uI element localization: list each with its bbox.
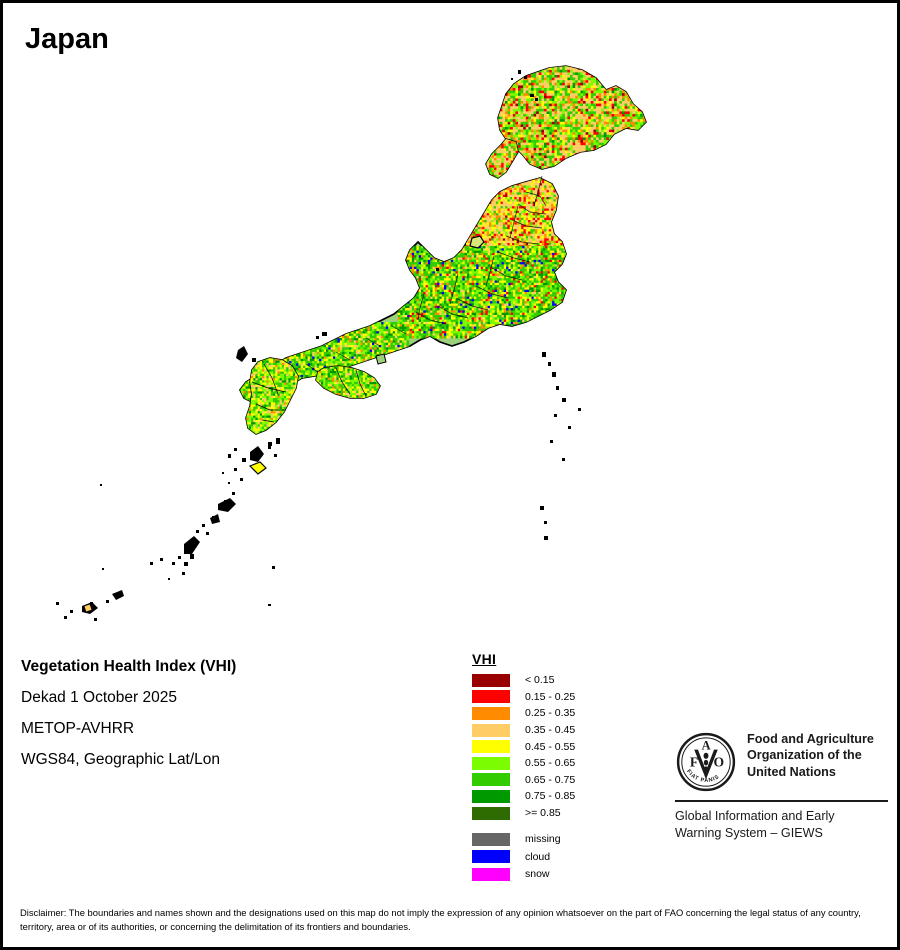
fao-branding-block: F O A FIAT PANIS Food and Agriculture Or… — [675, 731, 890, 841]
small-islands — [56, 70, 581, 621]
legend-label: cloud — [525, 850, 551, 863]
hokkaido-vhi-pixels — [498, 66, 646, 169]
page-title: Japan — [25, 23, 109, 55]
legend-class-list: < 0.15 0.15 - 0.25 0.25 - 0.35 0.35 - 0.45 0… — [472, 672, 632, 821]
fao-organization-name: Food and Agriculture Organization of the… — [747, 731, 874, 780]
legend-class-row: 0.65 - 0.75 — [472, 772, 632, 789]
legend-title: VHI — [472, 651, 497, 667]
legend-class-row: 0.25 - 0.35 — [472, 705, 632, 722]
legend-extra-row: cloud — [472, 848, 632, 866]
legend-label: 0.15 - 0.25 — [525, 690, 576, 703]
legend-class-row: 0.55 - 0.65 — [472, 755, 632, 772]
fao-org-line-1: Food and Agriculture — [747, 732, 874, 746]
legend-extra-row: snow — [472, 865, 632, 883]
region-shikoku — [315, 365, 381, 399]
legend-label: 0.55 - 0.65 — [525, 757, 576, 770]
legend-class-row: 0.35 - 0.45 — [472, 722, 632, 739]
japan-vhi-raster-map[interactable] — [6, 6, 900, 626]
region-hokkaido — [497, 65, 647, 170]
prefecture-boundaries — [277, 175, 547, 387]
legend-label: 0.75 - 0.85 — [525, 790, 576, 803]
legend-label: 0.65 - 0.75 — [525, 773, 576, 786]
legend-label: >= 0.85 — [525, 807, 561, 820]
legend-label: 0.25 - 0.35 — [525, 707, 576, 720]
legend-extra-list: missing cloud snow — [472, 830, 632, 883]
fao-org-line-2: Organization of the — [747, 748, 862, 763]
legend-swatch — [472, 789, 510, 803]
giews-system-name: Global Information and Early Warning Sys… — [675, 808, 890, 841]
info-projection: WGS84, Geographic Lat/Lon — [21, 751, 221, 768]
giews-line-1: Global Information and Early — [675, 809, 835, 823]
legend-swatch — [472, 850, 510, 864]
legend-swatch — [472, 673, 510, 687]
fao-org-line-3: United Nations — [747, 764, 836, 779]
map-canvas[interactable] — [6, 6, 900, 626]
legend-class-row: 0.45 - 0.55 — [472, 738, 632, 755]
legend-swatch — [472, 867, 510, 881]
legend-label: 0.45 - 0.55 — [525, 740, 576, 753]
legend-class-row: 0.15 - 0.25 — [472, 689, 632, 706]
info-sensor: METOP-AVHRR — [21, 720, 135, 737]
legend-class-row: < 0.15 — [472, 672, 632, 689]
legend-swatch — [472, 806, 510, 820]
giews-line-2: Warning System – GIEWS — [675, 825, 823, 840]
legend-swatch — [472, 723, 510, 737]
map-info-block: Vegetation Health Index (VHI) Dekad 1 Oc… — [21, 658, 351, 782]
legend-label: missing — [525, 833, 561, 846]
legend-swatch — [472, 773, 510, 787]
legend-label: 0.35 - 0.45 — [525, 724, 576, 737]
info-period: Dekad 1 October 2025 — [21, 689, 177, 706]
legend-swatch — [472, 690, 510, 704]
legend-label: snow — [525, 868, 550, 881]
legend-swatch — [472, 832, 510, 846]
fao-divider — [675, 800, 888, 802]
legend-label: < 0.15 — [525, 674, 555, 687]
vhi-legend: VHI < 0.15 0.15 - 0.25 0.25 - 0.35 0.35 - 0… — [472, 651, 632, 883]
legend-swatch — [472, 756, 510, 770]
legend-extra-row: missing — [472, 830, 632, 848]
legend-swatch — [472, 740, 510, 754]
legend-class-row: 0.75 - 0.85 — [472, 788, 632, 805]
legend-swatch — [472, 706, 510, 720]
info-heading: Vegetation Health Index (VHI) — [21, 658, 237, 675]
fao-logo-icon: F O A FIAT PANIS — [676, 732, 736, 792]
legend-class-row: >= 0.85 — [472, 805, 632, 822]
disclaimer-text: Disclaimer: The boundaries and names sho… — [20, 907, 861, 932]
